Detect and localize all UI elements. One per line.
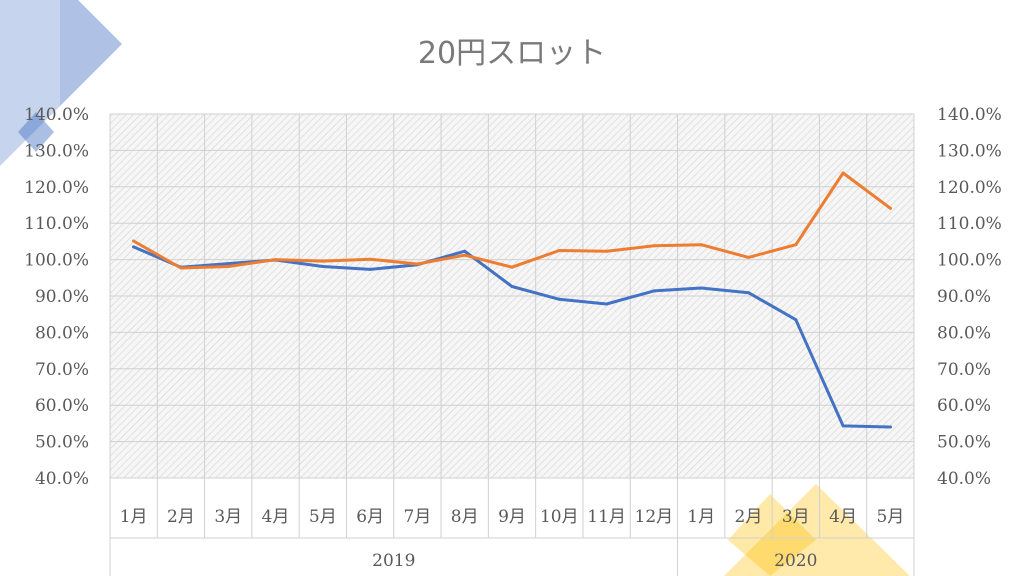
x-group-label: 2019 (372, 551, 415, 571)
x-tick-label: 2月 (735, 507, 763, 527)
data-point-series-1 (699, 286, 703, 290)
x-tick-label: 4月 (262, 507, 290, 527)
data-point-series-1 (841, 424, 845, 428)
data-point-series-1 (368, 267, 372, 271)
x-tick-label: 1月 (687, 507, 715, 527)
data-point-series-1 (888, 425, 892, 429)
x-tick-label: 11月 (587, 507, 626, 527)
y-tick-label-left: 130.0% (24, 141, 89, 161)
y-tick-label-right: 110.0% (937, 214, 1002, 234)
data-point-series-1 (132, 245, 136, 249)
y-tick-label-left: 100.0% (24, 251, 89, 271)
data-point-series-2 (699, 243, 703, 247)
y-tick-label-right: 40.0% (937, 469, 991, 489)
y-tick-label-left: 70.0% (35, 360, 89, 380)
y-tick-label-right: 70.0% (937, 360, 991, 380)
data-point-series-1 (463, 249, 467, 253)
data-point-series-1 (794, 318, 798, 322)
y-tick-label-left: 110.0% (24, 214, 89, 234)
x-tick-label: 5月 (876, 507, 904, 527)
x-axis: 1月 2月 3月 4月 5月 6月 7月 8月 9月 10月 11月 12月 1月 2月 3月 4月 5月 201… (109, 477, 915, 576)
data-point-series-1 (226, 262, 230, 266)
yellow-triangle-decoration (724, 484, 910, 576)
x-tick-label: 5月 (309, 507, 337, 527)
y-tick-label-right: 130.0% (937, 141, 1002, 161)
x-tick-label: 3月 (214, 507, 242, 527)
blue-diamond-decoration (0, 0, 122, 166)
y-tick-label-left: 50.0% (35, 433, 89, 453)
data-point-series-1 (747, 291, 750, 295)
y-tick-label-right: 90.0% (937, 287, 991, 307)
x-tick-label: 2月 (167, 507, 195, 527)
data-point-series-1 (605, 302, 609, 306)
x-tick-label: 10月 (540, 507, 579, 527)
data-point-series-2 (415, 262, 419, 266)
data-point-series-2 (888, 206, 892, 210)
data-point-series-1 (510, 285, 514, 288)
data-point-series-2 (841, 171, 845, 175)
y-axis-right: 40.0% 50.0% 60.0% 70.0% 80.0% 90.0% 100.0% 110.… (937, 105, 1002, 489)
x-tick-label: 4月 (829, 507, 857, 527)
data-point-series-1 (321, 265, 325, 268)
data-point-series-1 (652, 289, 656, 293)
y-tick-label-left: 140.0% (24, 105, 89, 125)
chart-title: 20円スロット (417, 36, 607, 71)
x-tick-label: 7月 (403, 507, 431, 527)
data-point-series-2 (557, 249, 561, 252)
data-point-series-2 (605, 249, 609, 253)
data-point-series-2 (794, 243, 798, 247)
y-tick-label-left: 90.0% (35, 287, 89, 307)
data-point-series-2 (463, 253, 467, 257)
blue-diamond-overlay (60, 0, 122, 106)
data-point-series-2 (368, 257, 372, 261)
y-tick-label-right: 140.0% (937, 105, 1002, 125)
data-point-series-2 (747, 255, 750, 259)
data-point-series-2 (132, 239, 136, 243)
y-axis-left: 40.0% 50.0% 60.0% 70.0% 80.0% 90.0% 100.0% 110.… (24, 105, 89, 489)
y-tick-label-left: 80.0% (35, 323, 89, 343)
x-tick-label: 9月 (498, 507, 526, 527)
small-blue-diamond (18, 112, 54, 152)
data-point-series-2 (652, 244, 656, 248)
series-lines (132, 171, 892, 429)
data-point-series-2 (321, 259, 325, 263)
y-tick-label-right: 50.0% (937, 433, 991, 453)
x-tick-label: 3月 (782, 507, 810, 527)
x-tick-label: 6月 (356, 507, 384, 527)
y-tick-label-right: 120.0% (937, 178, 1002, 198)
data-point-series-2 (510, 265, 514, 269)
data-point-series-1 (557, 297, 561, 301)
y-tick-label-left: 60.0% (35, 396, 89, 416)
x-group-label: 2020 (774, 551, 817, 571)
y-tick-label-right: 100.0% (937, 251, 1002, 271)
y-tick-label-right: 80.0% (937, 323, 991, 343)
data-point-series-2 (226, 265, 230, 268)
y-tick-label-right: 60.0% (937, 396, 991, 416)
x-tick-label: 8月 (451, 507, 479, 527)
y-tick-label-left: 40.0% (35, 469, 89, 489)
x-tick-label: 12月 (635, 507, 674, 527)
data-point-series-2 (179, 266, 183, 270)
data-point-series-2 (274, 258, 277, 262)
y-tick-label-left: 120.0% (24, 178, 89, 198)
x-tick-label: 1月 (120, 507, 148, 527)
